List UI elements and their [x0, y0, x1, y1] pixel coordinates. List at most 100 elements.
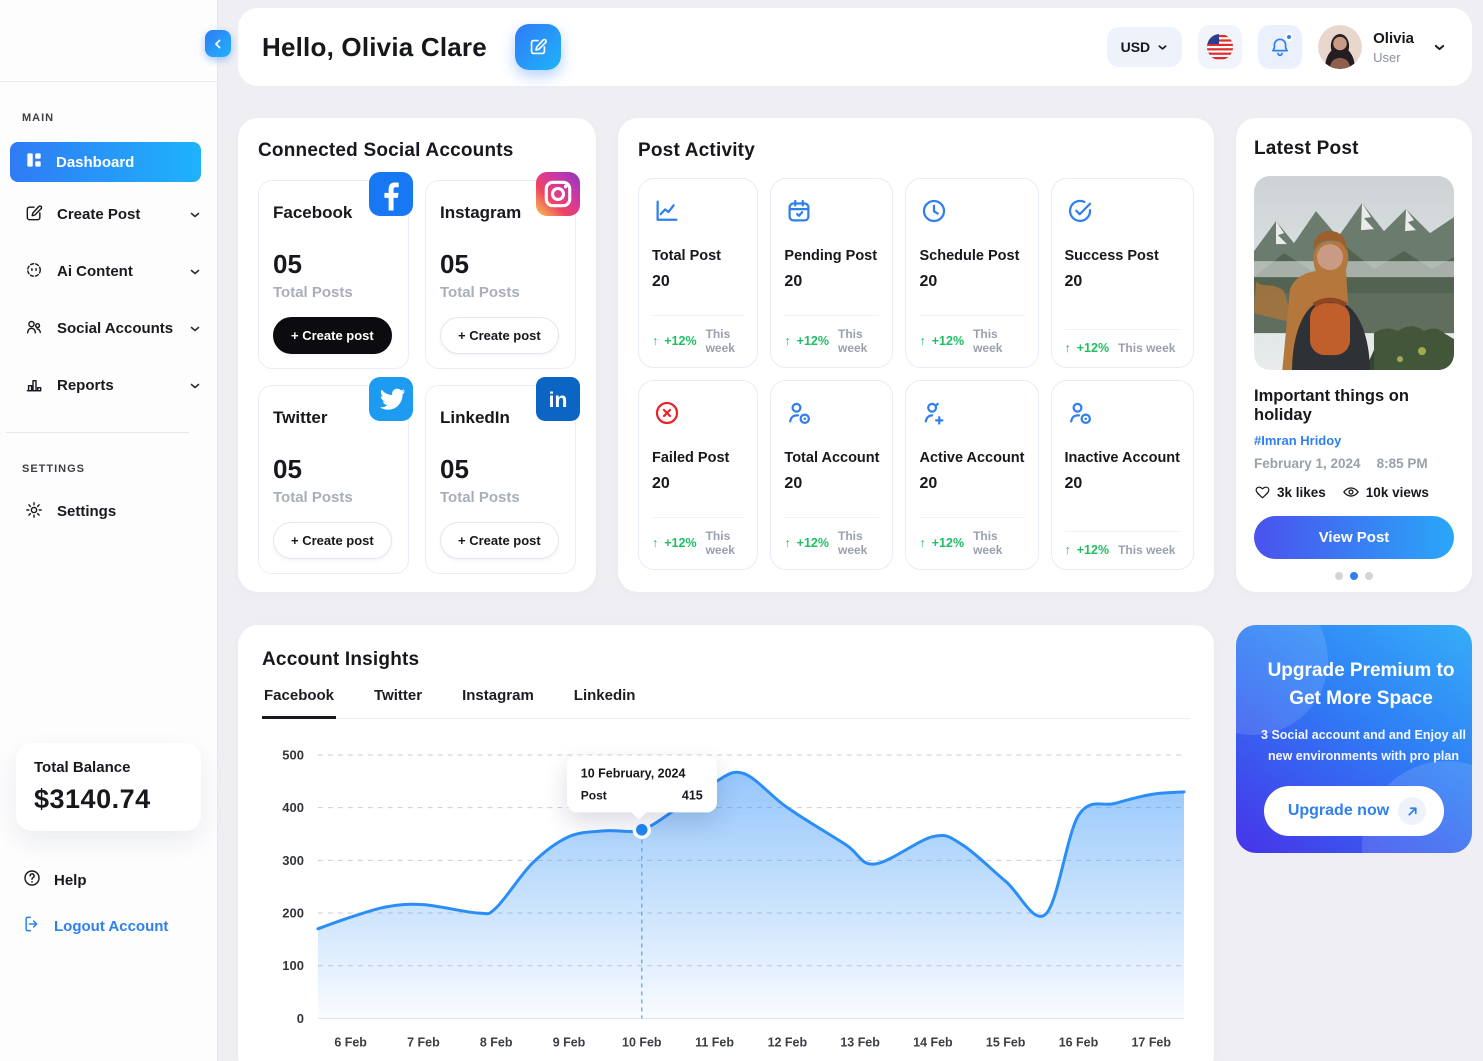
- us-flag-icon: [1207, 33, 1234, 61]
- section-title: Connected Social Accounts: [258, 140, 514, 161]
- metric-period: This week: [838, 327, 868, 355]
- metric-label: Failed Post: [652, 450, 730, 466]
- create-post-button[interactable]: + Create post: [273, 317, 392, 354]
- latest-post-card: Latest Post: [1236, 118, 1472, 592]
- success-post-tile: Success Post 20 ↑ +12% This week: [1050, 178, 1194, 368]
- account-count-label: Total Posts: [273, 284, 353, 301]
- metric-period: This week: [705, 529, 735, 557]
- gear-icon: [24, 500, 44, 524]
- currency-selector[interactable]: USD: [1106, 27, 1183, 67]
- carousel-dot[interactable]: [1335, 572, 1343, 580]
- sidebar-item-create-post[interactable]: Create Post: [10, 186, 201, 243]
- svg-text:9 Feb: 9 Feb: [553, 1035, 586, 1049]
- upgrade-premium-card: Upgrade Premium to Get More Space 3 Soci…: [1236, 625, 1472, 853]
- metric-delta: +12%: [796, 334, 829, 348]
- dashboard-icon: [24, 150, 44, 174]
- metric-value: 20: [919, 475, 938, 492]
- sidebar-item-label: Dashboard: [56, 153, 135, 171]
- tab-instagram[interactable]: Instagram: [462, 687, 534, 704]
- instagram-account-tile: Instagram 05 Total Posts + Create post: [425, 172, 580, 369]
- metric-value: 20: [784, 273, 803, 290]
- metric-footer: ↑ +12% This week: [1064, 531, 1180, 557]
- sidebar-item-reports[interactable]: Reports: [10, 357, 201, 414]
- metric-label: Inactive Account: [1064, 450, 1181, 466]
- metric-delta: +12%: [664, 536, 697, 550]
- tab-linkedin[interactable]: Linkedin: [573, 687, 636, 704]
- metric-value: 20: [919, 273, 938, 290]
- metric-delta: +12%: [931, 334, 965, 348]
- upgrade-now-button[interactable]: Upgrade now: [1263, 786, 1445, 837]
- post-activity-card: Post Activity Total Post 20 ↑ +12% This …: [618, 118, 1214, 592]
- sidebar-item-dashboard[interactable]: Dashboard: [10, 142, 201, 182]
- svg-text:200: 200: [282, 905, 304, 920]
- sidebar-item-label: Create Post: [57, 206, 141, 223]
- account-name: Instagram: [440, 203, 522, 222]
- post-stats: 3k likes 10k views: [1254, 483, 1454, 501]
- help-icon: [22, 868, 42, 892]
- svg-text:15 Feb: 15 Feb: [986, 1035, 1026, 1049]
- account-count-label: Total Posts: [440, 489, 520, 506]
- notification-badge: [1285, 33, 1294, 41]
- sidebar-item-ai-content[interactable]: Ai Content: [10, 243, 201, 300]
- metric-period: This week: [973, 327, 1003, 355]
- ai-content-icon: [24, 260, 44, 284]
- post-meta: February 1, 2024 8:85 PM: [1254, 456, 1454, 471]
- sidebar-item-social-accounts[interactable]: Social Accounts: [10, 300, 201, 357]
- currency-value: USD: [1120, 39, 1151, 55]
- metric-delta: +12%: [1076, 543, 1110, 557]
- user-menu[interactable]: Olivia User: [1318, 25, 1446, 69]
- trend-up-icon: ↑: [1064, 543, 1071, 557]
- area-chart[interactable]: 0 100 200 300 400 500 6 Feb 7 Feb 8 Feb 9 Feb 10 F…: [262, 733, 1190, 1061]
- tooltip-date: 10 February, 2024: [580, 766, 686, 781]
- instagram-icon: [536, 172, 580, 216]
- svg-text:500: 500: [282, 747, 304, 762]
- eye-icon: [1342, 487, 1359, 497]
- insights-chart-area: 0 100 200 300 400 500 6 Feb 7 Feb 8 Feb 9 Feb 10 F…: [262, 733, 1190, 1061]
- create-post-button[interactable]: + Create post: [273, 522, 392, 559]
- connected-social-accounts-card: Connected Social Accounts Facebook 05 To…: [238, 118, 596, 592]
- user-role: User: [1373, 49, 1401, 65]
- create-post-button[interactable]: + Create post: [440, 522, 559, 559]
- post-author[interactable]: #Imran Hridoy: [1254, 433, 1342, 449]
- metric-value: 20: [784, 475, 803, 492]
- carousel-dot-active[interactable]: [1350, 572, 1358, 580]
- sidebar-collapse-button[interactable]: [205, 30, 231, 57]
- metric-delta: +12%: [664, 334, 697, 348]
- user-check-icon: [784, 398, 879, 433]
- sidebar-item-label: Ai Content: [57, 263, 133, 280]
- chevron-down-icon: [189, 380, 201, 392]
- insights-tabs: Facebook Twitter Instagram Linkedin: [262, 687, 1190, 719]
- view-post-button[interactable]: View Post: [1254, 516, 1454, 559]
- language-selector[interactable]: [1198, 25, 1243, 69]
- likes-count: 3k likes: [1277, 484, 1326, 500]
- chevron-down-icon: [189, 209, 201, 221]
- notifications-button[interactable]: [1258, 25, 1303, 69]
- metric-value: 20: [1064, 273, 1083, 290]
- sidebar-item-label: Social Accounts: [57, 320, 174, 337]
- tab-facebook[interactable]: Facebook: [262, 687, 337, 719]
- dashboard-content: Connected Social Accounts Facebook 05 To…: [238, 118, 1472, 1061]
- trend-up-icon: ↑: [652, 334, 659, 348]
- tab-twitter[interactable]: Twitter: [374, 687, 423, 704]
- sidebar-item-label: Reports: [57, 377, 114, 394]
- new-post-button[interactable]: [514, 24, 561, 70]
- create-post-icon: [24, 203, 44, 227]
- account-count-label: Total Posts: [273, 489, 353, 506]
- metric-period: This week: [1118, 543, 1176, 557]
- logout-icon: [22, 914, 42, 938]
- metric-footer: ↑ +12% This week: [919, 315, 1025, 355]
- sidebar-item-logout[interactable]: Logout Account: [14, 903, 203, 949]
- carousel-dot[interactable]: [1365, 572, 1373, 580]
- x-circle-icon: [652, 398, 744, 433]
- metric-label: Active Account: [919, 450, 1025, 466]
- post-activity-grid: Total Post 20 ↑ +12% This week Pending P…: [638, 178, 1194, 570]
- linkedin-icon: in: [536, 377, 580, 421]
- chart-tooltip: 10 February, 2024 Post 415: [566, 755, 717, 813]
- upgrade-title: Upgrade Premium to Get More Space: [1267, 660, 1455, 709]
- create-post-button[interactable]: + Create post: [440, 317, 559, 354]
- svg-text:11 Feb: 11 Feb: [695, 1035, 734, 1049]
- sidebar-item-help[interactable]: Help: [14, 857, 203, 903]
- sidebar-item-settings[interactable]: Settings: [10, 483, 201, 540]
- likes-stat: 3k likes: [1254, 484, 1326, 501]
- svg-text:10 Feb: 10 Feb: [622, 1035, 662, 1049]
